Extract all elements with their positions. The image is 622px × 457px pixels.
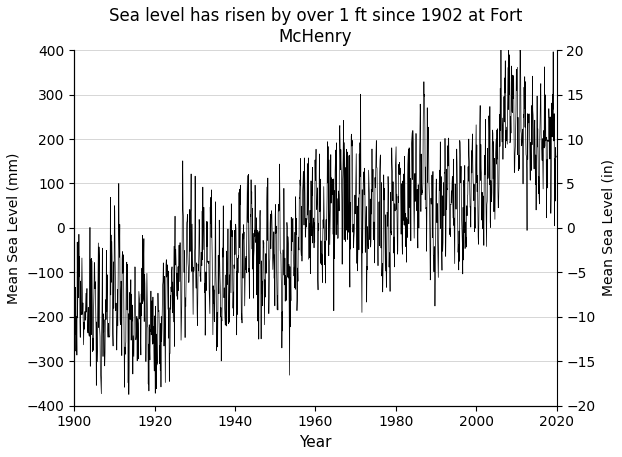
Title: Sea level has risen by over 1 ft since 1902 at Fort
McHenry: Sea level has risen by over 1 ft since 1…	[109, 7, 522, 46]
Y-axis label: Mean Sea Level (mm): Mean Sea Level (mm)	[7, 152, 21, 303]
X-axis label: Year: Year	[299, 435, 332, 450]
Y-axis label: Mean Sea Level (in): Mean Sea Level (in)	[601, 159, 615, 297]
